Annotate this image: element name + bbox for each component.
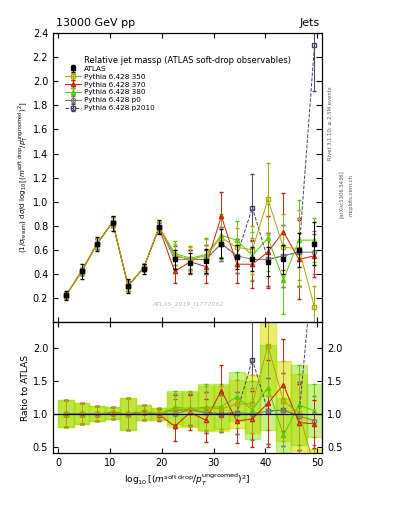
- Y-axis label: $(1/\sigma_{\rm resum})$ d$\sigma$/d $\log_{10}[(m^{\rm soft\ drop}/p_{\rm T}^{\: $(1/\sigma_{\rm resum})$ d$\sigma$/d $\l…: [17, 102, 30, 253]
- Text: 13000 GeV pp: 13000 GeV pp: [56, 17, 135, 28]
- Legend: ATLAS, Pythia 6.428 350, Pythia 6.428 370, Pythia 6.428 380, Pythia 6.428 p0, Py: ATLAS, Pythia 6.428 350, Pythia 6.428 37…: [62, 63, 157, 114]
- Text: ATLAS_2019_I1772062: ATLAS_2019_I1772062: [152, 302, 223, 307]
- Y-axis label: Ratio to ATLAS: Ratio to ATLAS: [21, 354, 30, 420]
- Text: [arXiv:1306.3436]: [arXiv:1306.3436]: [339, 170, 344, 219]
- Text: Relative jet massρ (ATLAS soft-drop observables): Relative jet massρ (ATLAS soft-drop obse…: [84, 56, 291, 66]
- Text: Rivet 3.1.10; ≥ 2.5M events: Rivet 3.1.10; ≥ 2.5M events: [328, 86, 333, 160]
- Text: mcplots.cern.ch: mcplots.cern.ch: [348, 174, 353, 216]
- Text: Jets: Jets: [299, 17, 320, 28]
- X-axis label: $\log_{10}[(m^{\rm soft\ drop}/p_T^{\rm ungroomed})^2]$: $\log_{10}[(m^{\rm soft\ drop}/p_T^{\rm …: [124, 472, 251, 488]
